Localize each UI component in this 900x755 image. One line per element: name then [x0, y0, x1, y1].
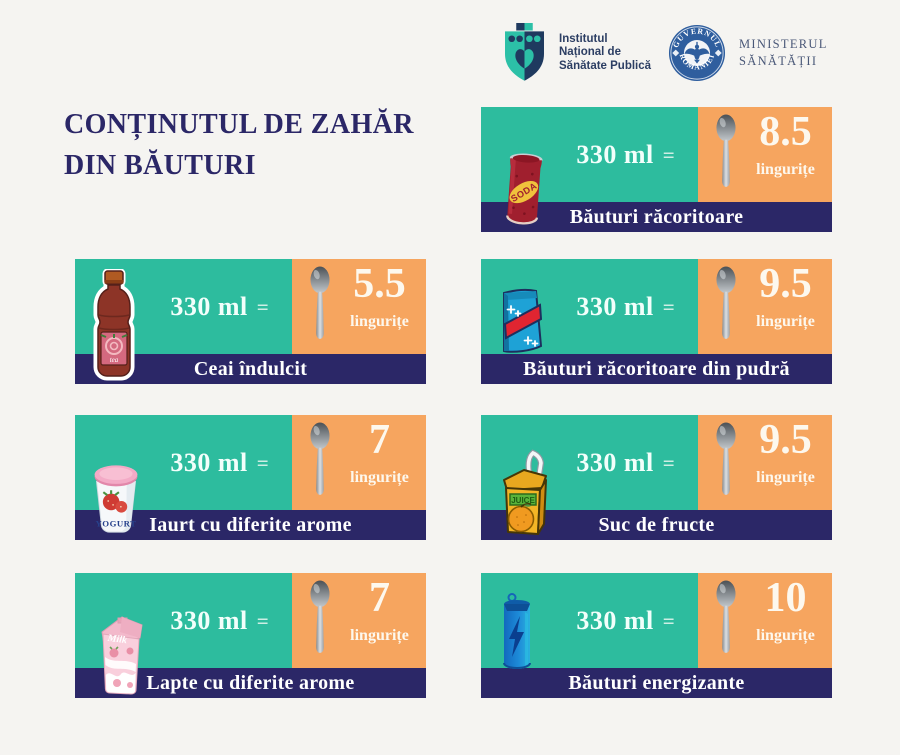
volume-text: 330 ml [576, 291, 654, 321]
tea-label-text: tea [110, 356, 119, 364]
spoon-count: 9.5 [759, 261, 812, 307]
card-iaurt: 330 ml = 7 lingurițe Iaurt cu diferite a… [75, 415, 426, 540]
spoon-unit: lingurițe [350, 313, 409, 330]
teaspoon-icon [307, 580, 333, 668]
card-bauturi-racoritoare: 330 ml = 8.5 lingurițe Băuturi răcoritoa… [481, 107, 832, 232]
equals-sign: = [662, 143, 675, 167]
teaspoon-icon [307, 266, 333, 354]
insp-logo-text: Institutul Național de Sănătate Publică [559, 33, 651, 74]
insp-name-line2: Național de [559, 46, 621, 59]
spoons-zone: 9.5 lingurițe [698, 259, 832, 354]
ministry-logo: GUVERNUL ROMÂNIEI MINISTERUL SĂN [668, 24, 828, 82]
spoons-zone: 9.5 lingurițe [698, 415, 832, 510]
government-seal-icon: GUVERNUL ROMÂNIEI [668, 24, 726, 82]
equals-sign: = [662, 451, 675, 475]
yogurt-cup-icon: YOGURT [91, 461, 141, 537]
tea-bottle-icon: tea [91, 269, 137, 381]
spoon-count: 7 [369, 417, 390, 463]
card-ceai-indulcit: 330 ml = 5.5 lingurițe Ceai îndulcit [75, 259, 426, 384]
equals-sign: = [662, 295, 675, 319]
page-title-line1: CONȚINUTUL DE ZAHĂR [64, 109, 414, 140]
teaspoon-icon [713, 266, 739, 354]
volume-text: 330 ml [170, 447, 248, 477]
milk-label-text: Milk [106, 633, 128, 646]
page-title-line2: DIN BĂUTURI [64, 150, 256, 181]
spoon-unit: lingurițe [756, 627, 815, 644]
card-bauturi-energizante: 330 ml = 10 lingurițe Băuturi energizant… [481, 573, 832, 698]
teaspoon-icon [713, 580, 739, 668]
equals-sign: = [662, 609, 675, 633]
yogurt-label-text: YOGURT [95, 518, 136, 528]
juice-label-text: JUICE [511, 496, 535, 505]
spoon-unit: lingurițe [756, 469, 815, 486]
spoons-zone: 5.5 lingurițe [292, 259, 426, 354]
spoon-unit: lingurițe [756, 161, 815, 178]
volume-text: 330 ml [576, 447, 654, 477]
ministry-name-line2: SĂNĂTĂȚII [739, 54, 818, 68]
equals-sign: = [256, 451, 269, 475]
card-bauturi-pudra: 330 ml = 9.5 lingurițe Băuturi răcoritoa… [481, 259, 832, 384]
spoons-zone: 8.5 lingurițe [698, 107, 832, 202]
spoons-zone: 7 lingurițe [292, 573, 426, 668]
equals-sign: = [256, 609, 269, 633]
insp-name-line1: Institutul [559, 32, 608, 45]
category-label: Băuturi energizante [481, 668, 832, 698]
volume-text: 330 ml [170, 291, 248, 321]
spoon-unit: lingurițe [350, 469, 409, 486]
teaspoon-icon [713, 114, 739, 202]
card-lapte: 330 ml = 7 lingurițe Lapte cu diferite a… [75, 573, 426, 698]
spoon-count: 5.5 [353, 261, 406, 307]
insp-shield-icon [502, 22, 547, 84]
volume-text: 330 ml [576, 605, 654, 635]
soda-can-icon: SODA [503, 150, 545, 230]
spoon-count: 10 [764, 575, 807, 621]
spoon-unit: lingurițe [756, 313, 815, 330]
card-suc-de-fructe: 330 ml = 9.5 lingurițe Suc de fructe JUI… [481, 415, 832, 540]
teaspoon-icon [307, 422, 333, 510]
ministry-name-line1: MINISTERUL [739, 37, 828, 51]
spoon-count: 8.5 [759, 109, 812, 155]
ministry-logo-text: MINISTERUL SĂNĂTĂȚII [739, 36, 828, 70]
volume-text: 330 ml [576, 139, 654, 169]
category-label: Iaurt cu diferite arome [75, 510, 426, 540]
insp-logo: Institutul Național de Sănătate Publică [502, 22, 651, 84]
category-label: Băuturi răcoritoare [481, 202, 832, 232]
teaspoon-icon [713, 422, 739, 510]
equals-sign: = [256, 295, 269, 319]
volume-text: 330 ml [170, 605, 248, 635]
category-label: Băuturi răcoritoare din pudră [481, 354, 832, 384]
powder-packet-icon [495, 286, 547, 356]
spoon-count: 7 [369, 575, 390, 621]
insp-name-line3: Sănătate Publică [559, 59, 652, 72]
page-title: CONȚINUTUL DE ZAHĂR DIN BĂUTURI [64, 104, 414, 186]
juice-box-icon: JUICE [495, 446, 553, 538]
eagle-emblem-icon [684, 41, 710, 64]
spoon-unit: lingurițe [350, 627, 409, 644]
energy-can-icon [499, 592, 535, 674]
spoons-zone: 10 lingurițe [698, 573, 832, 668]
spoon-count: 9.5 [759, 417, 812, 463]
milk-carton-icon: Milk [89, 611, 149, 695]
spoons-zone: 7 lingurițe [292, 415, 426, 510]
